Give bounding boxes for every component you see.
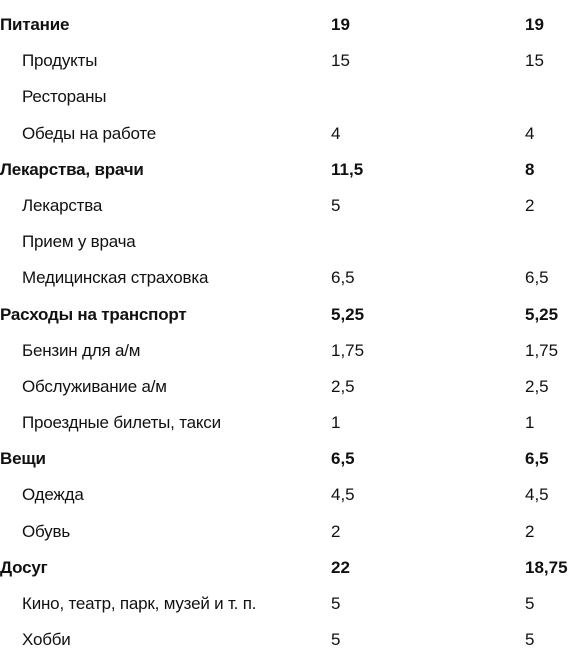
table-row: Продукты 15 15 — [0, 43, 570, 79]
category-label: Вещи — [0, 449, 46, 469]
category-label: Досуг — [0, 557, 48, 577]
value-column-1: 4,5 — [331, 485, 355, 505]
table-row: Прием у врача — [0, 224, 570, 260]
value-column-1: 6,5 — [331, 449, 355, 469]
table-row: Расходы на транспорт 5,25 5,25 — [0, 297, 570, 333]
value-column-1: 22 — [331, 557, 350, 577]
table-row: Одежда 4,5 4,5 — [0, 477, 570, 513]
item-label: Одежда — [22, 485, 84, 505]
item-label: Продукты — [22, 51, 98, 71]
item-label: Бензин для а/м — [22, 340, 141, 360]
item-label: Кино, театр, парк, музей и т. п. — [22, 594, 257, 613]
value-column-1: 11,5 — [331, 159, 364, 179]
table-row: Обеды на работе 4 4 — [0, 116, 570, 152]
item-label: Хобби — [22, 630, 71, 650]
category-label: Расходы на транспорт — [0, 304, 187, 324]
table-row: Питание 19 19 — [0, 7, 570, 43]
item-label: Обслуживание а/м — [22, 376, 167, 396]
value-column-1: 19 — [331, 15, 350, 34]
table-row: Бензин для а/м 1,75 1,75 — [0, 333, 570, 369]
value-column-1: 2,5 — [331, 376, 355, 396]
table-row: Хобби 5 5 — [0, 622, 570, 658]
table-row: Досуг 22 18,75 — [0, 550, 570, 586]
category-label: Питание — [0, 15, 70, 34]
table-row: Рестораны — [0, 79, 570, 115]
table-row: Лекарства, врачи 11,5 8 — [0, 152, 570, 188]
item-label: Обувь — [22, 521, 70, 541]
value-column-2: 1 — [525, 413, 535, 433]
category-label: Лекарства, врачи — [0, 159, 144, 179]
value-column-1: 5,25 — [331, 304, 365, 324]
table-row: Медицинская страховка 6,5 6,5 — [0, 260, 570, 296]
table-row: Вещи 6,5 6,5 — [0, 441, 570, 477]
item-label: Медицинская страховка — [22, 268, 209, 288]
value-column-1: 6,5 — [331, 268, 355, 288]
value-column-1: 1,75 — [331, 340, 365, 360]
item-label: Проездные билеты, такси — [22, 413, 221, 433]
value-column-2: 4 — [525, 123, 535, 143]
table-row: Обслуживание а/м 2,5 2,5 — [0, 369, 570, 405]
value-column-1: 4 — [331, 123, 341, 143]
value-column-2: 18,75 — [525, 557, 568, 577]
table-row: Обувь 2 2 — [0, 514, 570, 550]
value-column-1: 15 — [331, 51, 350, 71]
value-column-2: 19 — [525, 15, 544, 34]
value-column-2: 15 — [525, 51, 544, 71]
budget-table: Питание 19 19 Продукты 15 15 Рестораны О… — [0, 7, 570, 658]
table-row: Лекарства 5 2 — [0, 188, 570, 224]
value-column-2: 5 — [525, 594, 535, 613]
value-column-2: 2 — [525, 521, 535, 541]
value-column-2: 6,5 — [525, 268, 549, 288]
value-column-2: 6,5 — [525, 449, 549, 469]
value-column-1: 5 — [331, 195, 341, 215]
value-column-1: 1 — [331, 413, 341, 433]
item-label: Прием у врача — [22, 232, 136, 252]
value-column-1: 5 — [331, 594, 341, 613]
value-column-2: 2,5 — [525, 376, 549, 396]
value-column-2: 2 — [525, 195, 535, 215]
table-row: Кино, театр, парк, музей и т. п. 5 5 — [0, 586, 570, 622]
value-column-2: 8 — [525, 159, 535, 179]
table-row: Проездные билеты, такси 1 1 — [0, 405, 570, 441]
item-label: Обеды на работе — [22, 123, 157, 143]
value-column-2: 5 — [525, 630, 535, 650]
item-label: Рестораны — [22, 87, 107, 107]
item-label: Лекарства — [22, 195, 103, 215]
value-column-1: 2 — [331, 521, 341, 541]
value-column-1: 5 — [331, 630, 341, 650]
value-column-2: 4,5 — [525, 485, 549, 505]
value-column-2: 5,25 — [525, 304, 559, 324]
value-column-2: 1,75 — [525, 340, 559, 360]
